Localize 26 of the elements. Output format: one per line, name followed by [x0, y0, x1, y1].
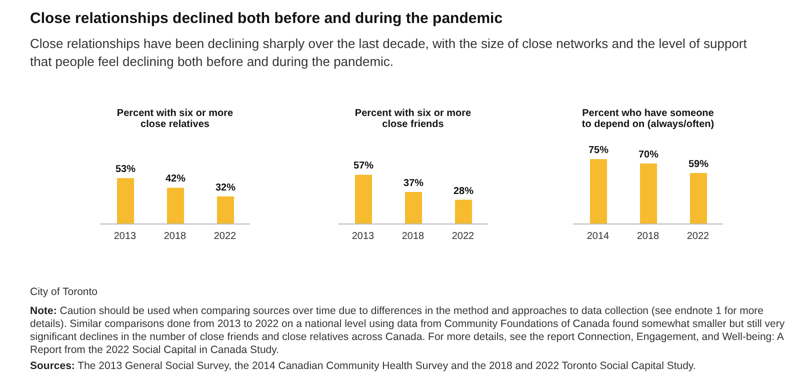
data-label: 53%	[115, 164, 136, 176]
data-label: 42%	[165, 174, 186, 185]
x-tick-label: 2013	[352, 231, 375, 242]
text: Close relationships have been declining sharply over the last decade, with the size of close networks and the level of support that people feel declining both before and during the pandemic.	[30, 35, 748, 71]
x-tick-label: 2022	[452, 231, 475, 242]
data-label: 57%	[353, 160, 374, 172]
source-note: Sources: The 2013 General Social Survey, the 2014 Canadian Community Health Survey and the 2018 and 2022 Toronto Social Capital Study.	[30, 360, 696, 372]
text: City of Toronto	[30, 286, 99, 299]
chart-title: Percent who have someone to depend on (always/often)	[580, 108, 716, 132]
x-tick-label: 2022	[214, 231, 237, 242]
text: Note: Caution should be used when comparing sources over time due to differences in the method and approaches to data collection (see endnote 1 for more details). Similar comparisons done from 2013 to 2022 on a national level using data from Community Foundations of Canada found somewhat smaller but still very significant declines in the number of close friends and close relatives across Canada. For more details, see the report Connection, Engagement, and Well-being: A Report from the 2022 Social Capital in Canada Study.	[30, 305, 785, 356]
x-tick-label: 2018	[402, 231, 425, 242]
data-label: 75%	[588, 145, 609, 156]
data-label: 59%	[688, 158, 709, 170]
x-tick-label: 2018	[164, 231, 187, 242]
text: Close relationships declined both before and during the pandemic	[30, 10, 504, 27]
x-tick-label: 2013	[114, 231, 137, 242]
data-label: 37%	[403, 178, 424, 190]
x-tick-label: 2014	[586, 231, 610, 242]
x-tick-label: 2022	[686, 231, 710, 242]
chart-title: Percent with six or more close relatives	[116, 108, 234, 132]
data-label: 70%	[638, 149, 659, 160]
x-tick-label: 2018	[636, 231, 660, 242]
chart-title: Percent with six or more close friends	[354, 108, 472, 132]
data-label: 32%	[215, 182, 236, 194]
data-label: 28%	[453, 186, 474, 197]
